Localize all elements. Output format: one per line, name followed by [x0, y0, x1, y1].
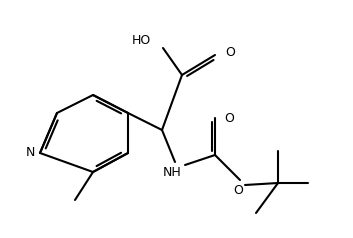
Text: O: O [225, 45, 235, 59]
Text: HO: HO [132, 34, 151, 46]
Text: N: N [25, 147, 35, 159]
Text: O: O [224, 111, 234, 124]
Text: O: O [233, 184, 243, 198]
Text: NH: NH [163, 165, 181, 178]
